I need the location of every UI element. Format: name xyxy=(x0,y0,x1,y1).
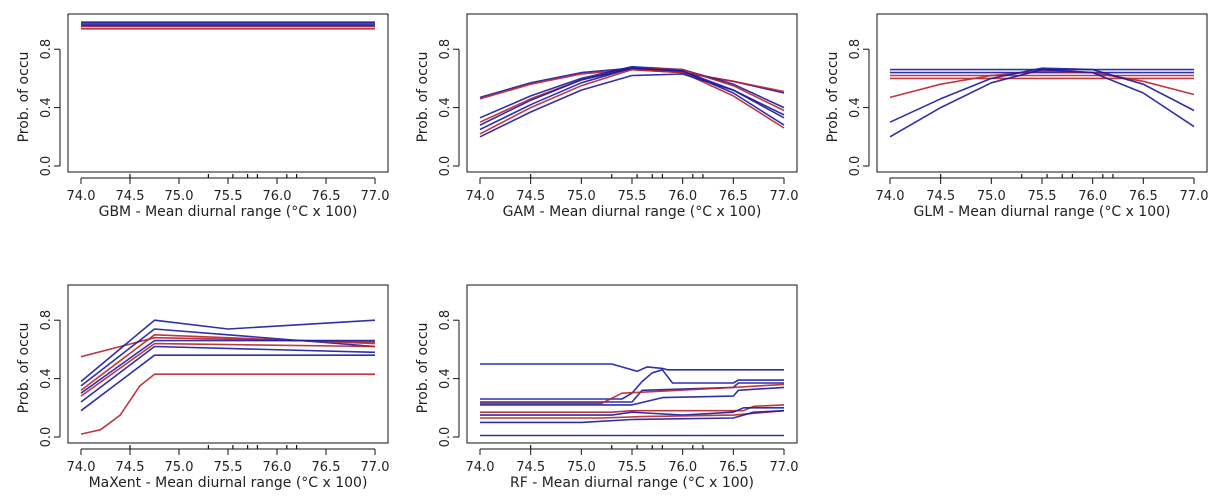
series-line-6 xyxy=(480,404,785,414)
x-tick-label: 74.0 xyxy=(876,189,905,204)
y-tick-label: 0.4 xyxy=(39,97,54,118)
panel-rf: 74.0 74.5 75.0 75.5 76.0 76.5 77.0 RF - Mean di… xyxy=(415,284,799,491)
x-tick-label: 76.0 xyxy=(668,189,697,204)
series-line-8 xyxy=(80,354,375,412)
x-tick-label: 74.5 xyxy=(516,460,545,475)
x-tick-label: 76.0 xyxy=(1078,189,1107,204)
x-tick-label: 77.0 xyxy=(1180,189,1209,204)
series-line-6 xyxy=(889,67,1195,123)
plot-frame xyxy=(67,284,389,444)
x-tick-label: 76.0 xyxy=(263,189,292,204)
series-line-7 xyxy=(889,68,1195,138)
y-tick-label: 0.4 xyxy=(438,368,453,389)
series-line-5 xyxy=(480,386,785,406)
y-tick-label: 0.8 xyxy=(39,39,54,60)
series-line-6 xyxy=(80,342,376,397)
x-tick-label: 75.0 xyxy=(165,189,194,204)
series-line-4 xyxy=(480,383,785,405)
x-tick-label: 75.5 xyxy=(1028,189,1057,204)
x-tick-label: 74.5 xyxy=(516,189,545,204)
x-axis-label: GBM - Mean diurnal range (°C x 100) xyxy=(99,204,358,220)
y-tick-label: 0.0 xyxy=(39,427,54,448)
x-tick-label: 75.0 xyxy=(567,189,596,204)
series-line-7 xyxy=(479,68,785,135)
x-tick-label: 75.5 xyxy=(214,189,243,204)
x-tick-label: 75.5 xyxy=(618,460,647,475)
y-tick-label: 0.4 xyxy=(39,368,54,389)
x-axis-label: MaXent - Mean diurnal range (°C x 100) xyxy=(89,475,368,491)
series-line-3 xyxy=(479,65,785,119)
y-axis-label: Prob. of occu xyxy=(16,323,32,414)
series-line-6 xyxy=(479,67,785,131)
x-tick-label: 75.0 xyxy=(567,460,596,475)
x-tick-label: 74.0 xyxy=(67,460,96,475)
y-axis-label: Prob. of occu xyxy=(415,52,431,143)
y-axis-label: Prob. of occu xyxy=(16,52,32,143)
series-line-7 xyxy=(480,406,784,416)
x-tick-label: 77.0 xyxy=(361,460,390,475)
y-tick-label: 0.8 xyxy=(438,39,453,60)
series-line-5 xyxy=(80,339,375,394)
x-axis-label: GAM - Mean diurnal range (°C x 100) xyxy=(503,204,762,220)
y-axis-label: Prob. of occu xyxy=(825,52,841,143)
x-tick-label: 74.5 xyxy=(926,189,955,204)
plot-frame xyxy=(876,13,1208,173)
series-line-2 xyxy=(480,368,784,400)
y-tick-label: 0.8 xyxy=(39,310,54,331)
x-tick-label: 76.5 xyxy=(312,189,341,204)
x-tick-label: 77.0 xyxy=(361,189,390,204)
y-tick-label: 0.4 xyxy=(438,97,453,118)
series-line-2 xyxy=(80,319,376,383)
y-tick-label: 0.8 xyxy=(848,39,863,60)
series-line-3 xyxy=(480,382,784,403)
x-tick-label: 74.5 xyxy=(116,189,145,204)
x-tick-label: 76.0 xyxy=(668,460,697,475)
series-line-9 xyxy=(480,409,785,424)
plot-frame xyxy=(466,284,798,444)
series-line-5 xyxy=(889,70,1195,99)
plot-frame xyxy=(67,13,389,173)
x-tick-label: 75.0 xyxy=(977,189,1006,204)
y-tick-label: 0.0 xyxy=(438,156,453,177)
x-tick-label: 77.0 xyxy=(770,460,799,475)
x-tick-label: 77.0 xyxy=(770,189,799,204)
y-tick-label: 0.8 xyxy=(438,310,453,331)
x-tick-label: 75.5 xyxy=(618,189,647,204)
x-tick-label: 74.5 xyxy=(116,460,145,475)
series-line-9 xyxy=(80,373,375,435)
y-tick-label: 0.4 xyxy=(848,97,863,118)
x-tick-label: 76.5 xyxy=(719,189,748,204)
series-line-7 xyxy=(80,345,376,403)
x-tick-label: 76.5 xyxy=(719,460,748,475)
x-tick-label: 74.0 xyxy=(466,189,495,204)
x-tick-label: 74.0 xyxy=(466,460,495,475)
x-axis-label: GLM - Mean diurnal range (°C x 100) xyxy=(914,204,1171,220)
x-tick-label: 76.5 xyxy=(312,460,341,475)
plot-frame xyxy=(466,13,798,173)
panel-gam: 74.0 74.5 75.0 75.5 76.0 76.5 77.0 GAM - Mean d… xyxy=(415,13,799,220)
series-line-1 xyxy=(480,363,784,373)
x-tick-label: 75.5 xyxy=(214,460,243,475)
y-tick-label: 0.0 xyxy=(848,156,863,177)
y-tick-label: 0.0 xyxy=(39,156,54,177)
x-tick-label: 74.0 xyxy=(67,189,96,204)
x-tick-label: 76.0 xyxy=(263,460,292,475)
x-axis-label: RF - Mean diurnal range (°C x 100) xyxy=(510,475,754,491)
y-axis-label: Prob. of occu xyxy=(415,323,431,414)
x-tick-label: 75.0 xyxy=(165,460,194,475)
y-tick-label: 0.0 xyxy=(438,427,453,448)
x-tick-label: 76.5 xyxy=(1129,189,1158,204)
panel-glm: 74.0 74.5 75.0 75.5 76.0 76.5 77.0 GLM - Mean d… xyxy=(825,13,1209,220)
series-line-8 xyxy=(479,73,785,138)
